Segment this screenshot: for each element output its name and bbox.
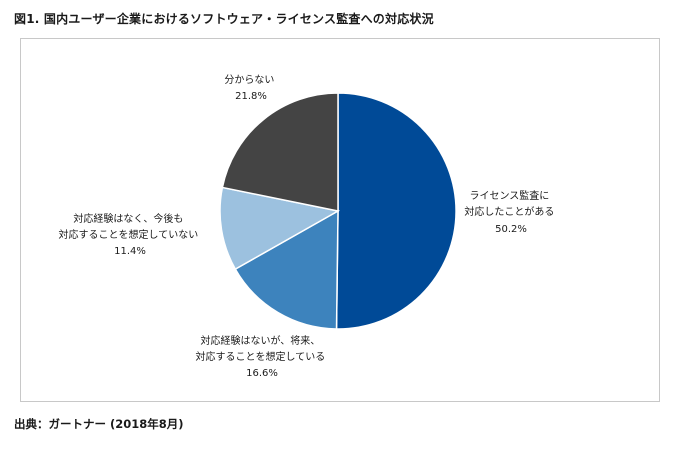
slice-unknown [221, 92, 339, 212]
slice-label-no-audit-planned: 対応経験はなく、今後も 対応することを想定していない 11.4% [59, 212, 202, 257]
slice-future-audit [234, 209, 339, 330]
chart-title: 図1. 国内ユーザー企業におけるソフトウェア・ライセンス監査への対応状況 [14, 12, 434, 26]
source-note: 出典：ガートナー (2018年8月) [14, 417, 184, 431]
slice-label-licensed-audit: ライセンス監査に 対応したことがある 50.2% [464, 189, 557, 235]
chart-frame [20, 38, 660, 402]
slice-label-future-audit: 対応経験はないが、将来、 対応することを想定している 16.6% [196, 334, 329, 379]
slice-label-unknown: 分からない 21.8% [224, 74, 277, 102]
slice-no-audit-planned [219, 186, 341, 271]
slice-licensed-audit [335, 92, 457, 330]
